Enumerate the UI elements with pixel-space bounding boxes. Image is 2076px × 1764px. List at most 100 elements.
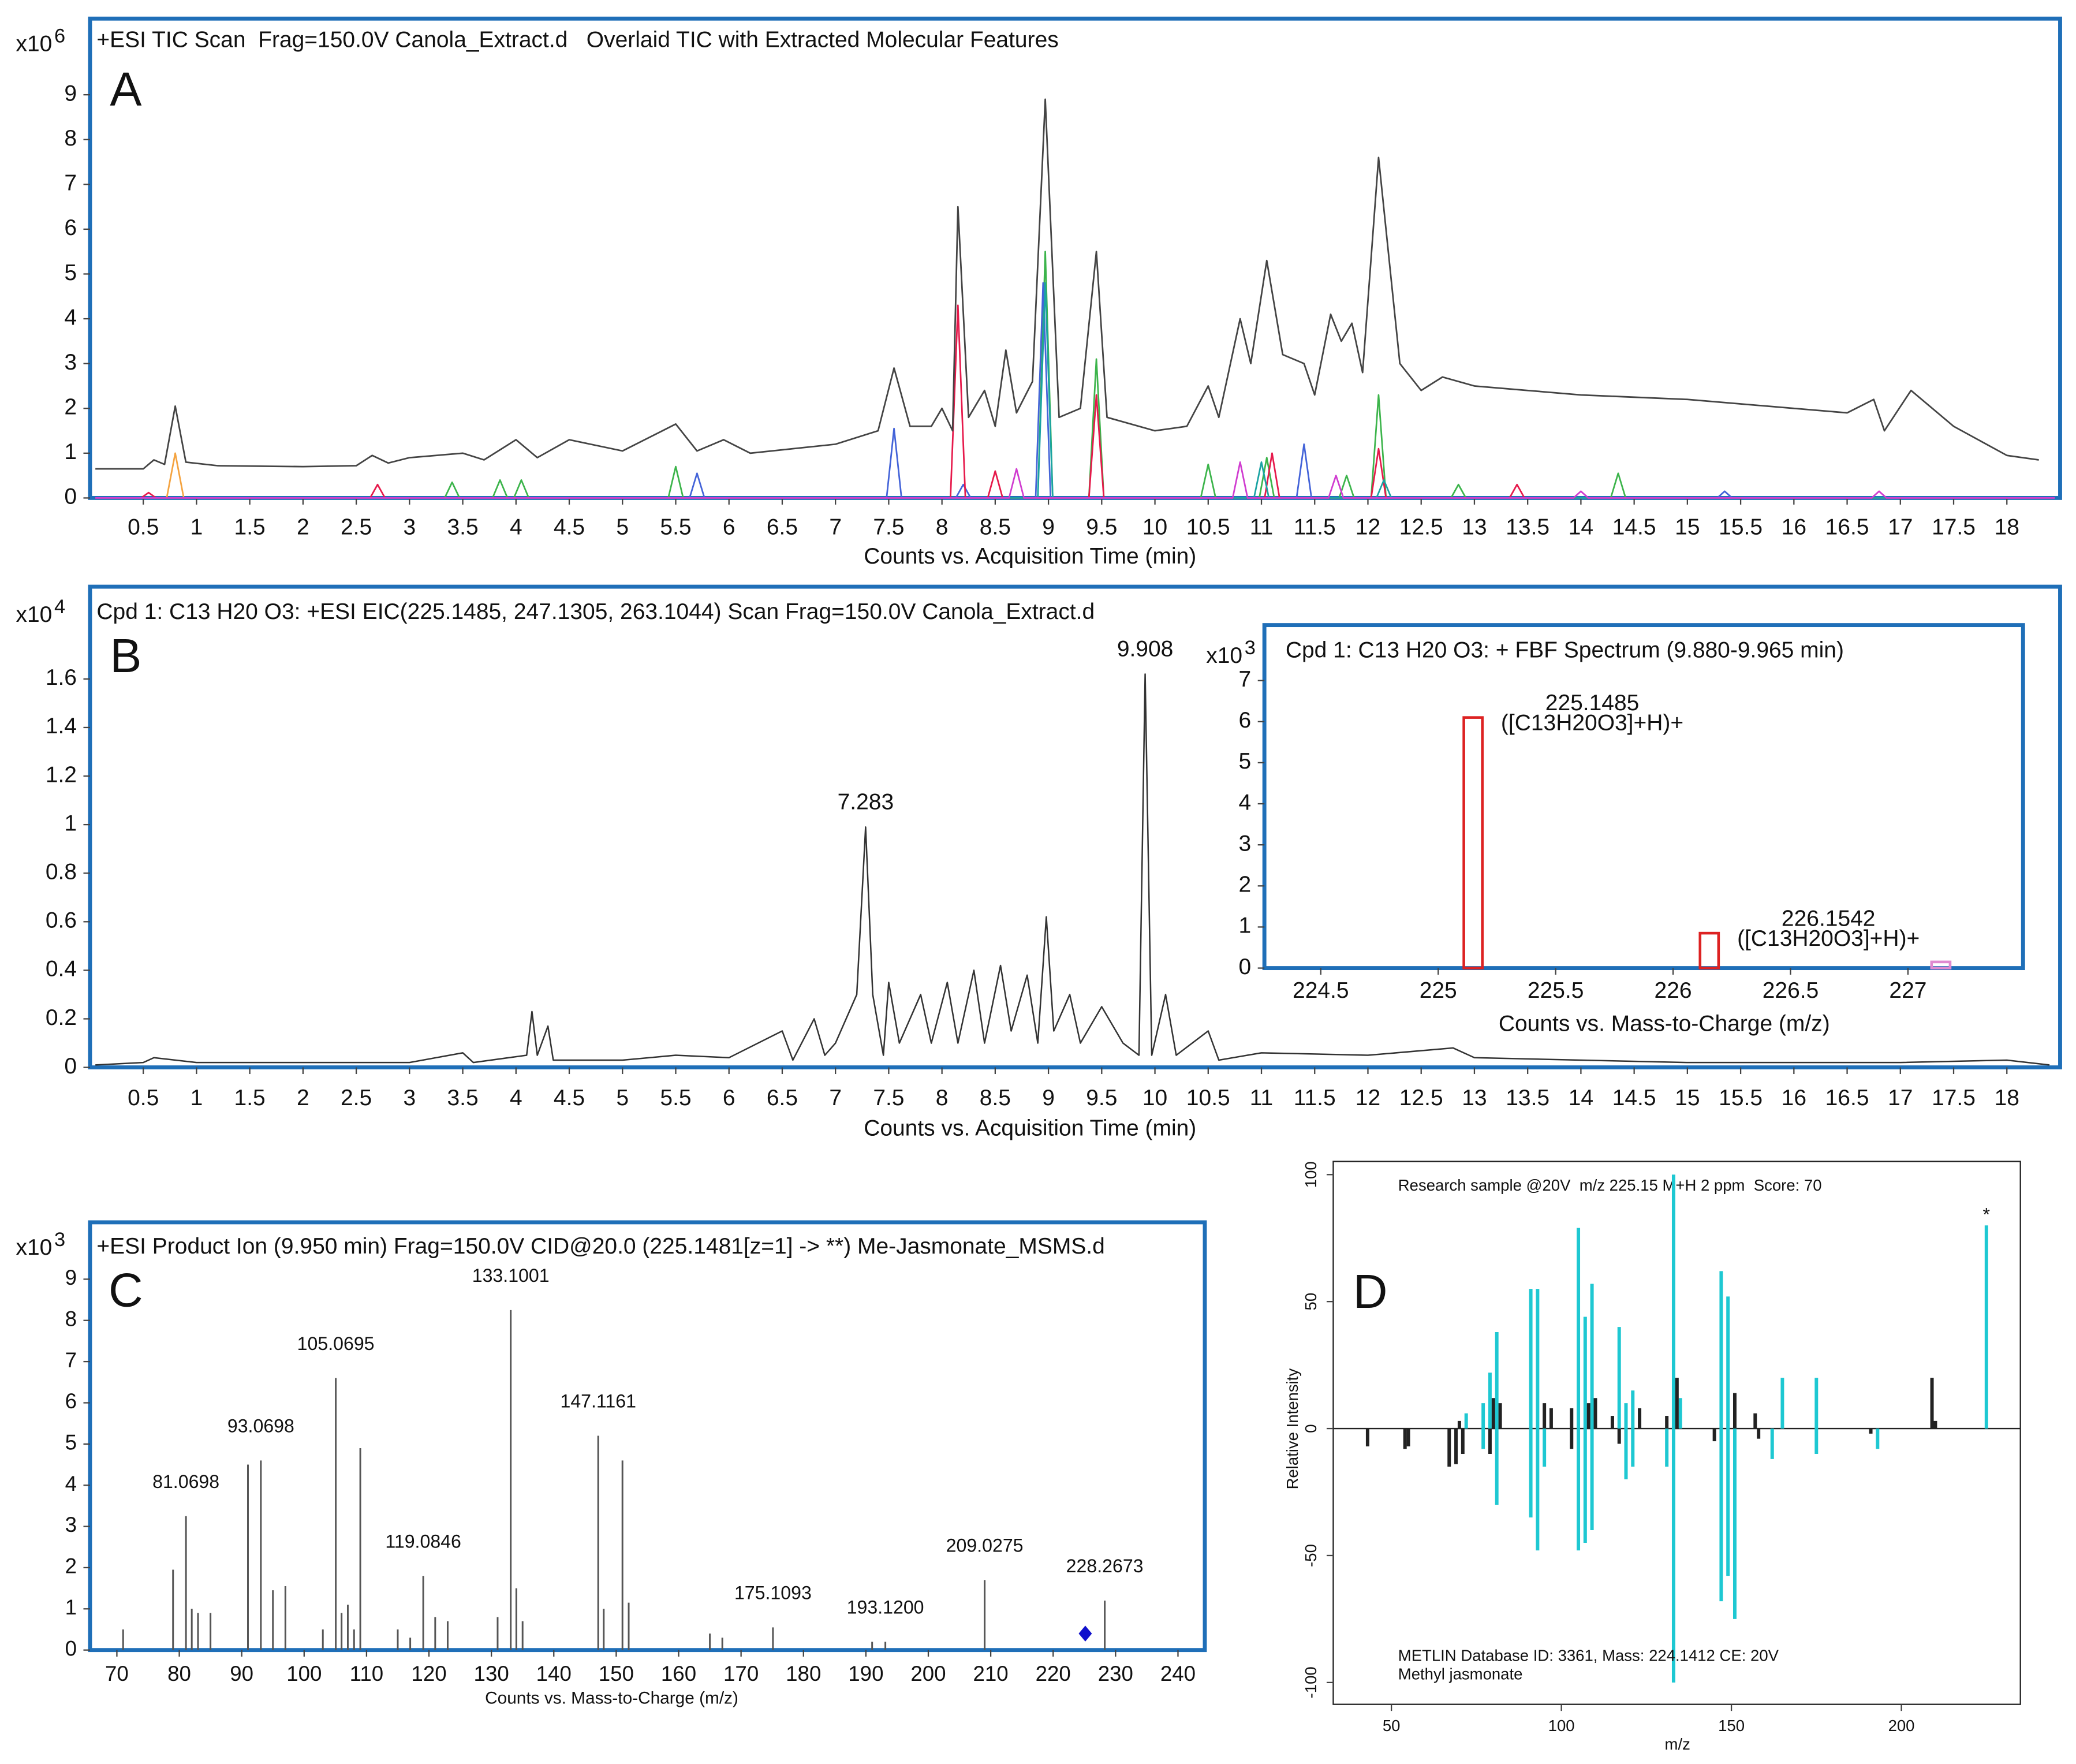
y-tick-label: 2 [65, 1554, 77, 1578]
y-tick-label: 5 [65, 1431, 77, 1455]
y-tick-label: 1.6 [46, 665, 77, 690]
x-tick-label: 220 [1036, 1662, 1071, 1685]
trace [95, 461, 2055, 499]
x-axis-label: Counts vs. Acquisition Time (min) [864, 1116, 1196, 1141]
y-tick-label: 7 [64, 171, 77, 196]
y-tick-label: 0 [64, 484, 77, 509]
x-tick-label: 10.5 [1186, 1086, 1230, 1110]
y-tick-label: 1 [64, 439, 77, 464]
x-tick-label: 2.5 [341, 1086, 372, 1110]
x-tick-label: 14 [1569, 1086, 1593, 1110]
x-tick-label: 90 [230, 1662, 253, 1685]
x-tick-label: 8.5 [980, 1086, 1011, 1110]
y-multiplier: x10 [16, 1235, 53, 1260]
panel-label: C [109, 1264, 143, 1317]
y-tick-label: 8 [65, 1307, 77, 1330]
x-tick-label: 14.5 [1612, 1086, 1656, 1110]
x-tick-label: 11.5 [1294, 514, 1336, 539]
y-tick-label: 2 [64, 395, 77, 420]
x-tick-label: 17.5 [1932, 1086, 1976, 1110]
x-tick-label: 6.5 [767, 514, 798, 539]
chart-title: +ESI TIC Scan Frag=150.0V Canola_Extract… [96, 28, 1058, 53]
peak-label: 193.1200 [847, 1597, 924, 1618]
peak-label: 228.2673 [1066, 1556, 1144, 1576]
y-multiplier: x10 [1206, 643, 1242, 668]
x-tick-label: 12 [1356, 1086, 1380, 1110]
x-tick-label: 16 [1782, 1086, 1806, 1110]
y-tick-label: 2 [1239, 872, 1252, 897]
x-tick-label: 226.5 [1763, 978, 1819, 1003]
y-tick-label: 0.8 [46, 860, 77, 885]
x-tick-label: 10.5 [1186, 514, 1230, 539]
annotation: 7.283 [838, 789, 894, 814]
x-tick-label: 225 [1420, 978, 1457, 1003]
x-tick-label: 14 [1569, 514, 1593, 539]
x-tick-label: 1 [191, 1086, 203, 1110]
x-tick-label: 160 [661, 1662, 696, 1685]
x-tick-label: 227 [1889, 978, 1926, 1003]
x-tick-label: 80 [167, 1662, 191, 1685]
peak-label: 147.1161 [560, 1391, 636, 1412]
x-tick-label: 3 [403, 1086, 416, 1110]
peak-label: 209.0275 [946, 1535, 1024, 1556]
chart-title: +ESI Product Ion (9.950 min) Frag=150.0V… [96, 1234, 1104, 1259]
y-tick-label: 0 [65, 1636, 77, 1660]
y-tick-label: 5 [64, 260, 77, 285]
x-tick-label: 13.5 [1506, 1086, 1549, 1110]
y-multiplier-exponent: 3 [1245, 637, 1256, 659]
y-tick-label: 5 [1239, 749, 1252, 774]
y-tick-label: 6 [65, 1389, 77, 1413]
x-tick-label: 230 [1098, 1662, 1133, 1685]
x-tick-label: 240 [1160, 1662, 1196, 1685]
y-tick-label: 0 [1302, 1424, 1320, 1433]
annotation: 9.908 [1117, 636, 1174, 661]
x-tick-label: 50 [1383, 1717, 1401, 1735]
x-tick-label: 110 [350, 1662, 383, 1685]
x-tick-label: 4 [510, 1086, 522, 1110]
x-axis-label: Counts vs. Acquisition Time (min) [864, 544, 1196, 569]
peak-label: 93.0698 [227, 1416, 294, 1437]
x-tick-label: 6 [723, 514, 735, 539]
peak-label: 175.1093 [734, 1583, 812, 1603]
y-tick-label: 4 [64, 305, 77, 330]
x-tick-label: 8 [936, 514, 949, 539]
x-tick-label: 8 [936, 1086, 949, 1110]
x-tick-label: 15.5 [1719, 514, 1763, 539]
x-tick-label: 5.5 [660, 514, 691, 539]
x-tick-label: 14.5 [1612, 514, 1656, 539]
x-tick-label: 17 [1888, 1086, 1913, 1110]
y-multiplier: x10 [16, 602, 53, 627]
x-tick-label: 4.5 [554, 1086, 585, 1110]
x-tick-label: 190 [848, 1662, 883, 1685]
y-tick-label: 1 [64, 811, 77, 836]
peak-label: 105.0695 [297, 1333, 375, 1354]
panel-label: A [110, 62, 141, 115]
x-tick-label: 18 [1995, 1086, 2019, 1110]
trace [95, 673, 2050, 1066]
x-tick-label: 3 [403, 514, 416, 539]
footer-text: METLIN Database ID: 3361, Mass: 224.1412… [1398, 1646, 1779, 1664]
trace [95, 98, 2039, 470]
x-tick-label: 224.5 [1293, 978, 1349, 1003]
y-tick-label: 4 [1239, 790, 1252, 815]
x-tick-label: 12 [1356, 514, 1380, 539]
peak-sublabel: ([C13H20O3]+H)+ [1501, 710, 1683, 735]
x-tick-label: 15.5 [1719, 1086, 1763, 1110]
x-tick-label: 13 [1462, 514, 1487, 539]
x-tick-label: 2 [297, 1086, 309, 1110]
x-tick-label: 15 [1675, 1086, 1700, 1110]
plot-frame [1332, 1161, 2021, 1705]
x-tick-label: 10 [1142, 514, 1167, 539]
y-tick-label: 7 [1239, 667, 1252, 692]
y-tick-label: 1.2 [46, 762, 77, 787]
x-tick-label: 9 [1042, 514, 1055, 539]
panel-label: D [1353, 1265, 1388, 1318]
plot-frame [88, 16, 2062, 500]
x-tick-label: 11.5 [1294, 1086, 1336, 1110]
y-tick-label: 7 [65, 1348, 77, 1372]
chart-title: Research sample @20V m/z 225.15 M+H 2 pp… [1398, 1176, 1822, 1194]
plot-frame [88, 1220, 1207, 1653]
chart-title: Cpd 1: C13 H20 O3: + FBF Spectrum (9.880… [1286, 638, 1844, 663]
y-tick-label: -100 [1302, 1666, 1320, 1698]
x-tick-label: 9.5 [1086, 514, 1117, 539]
